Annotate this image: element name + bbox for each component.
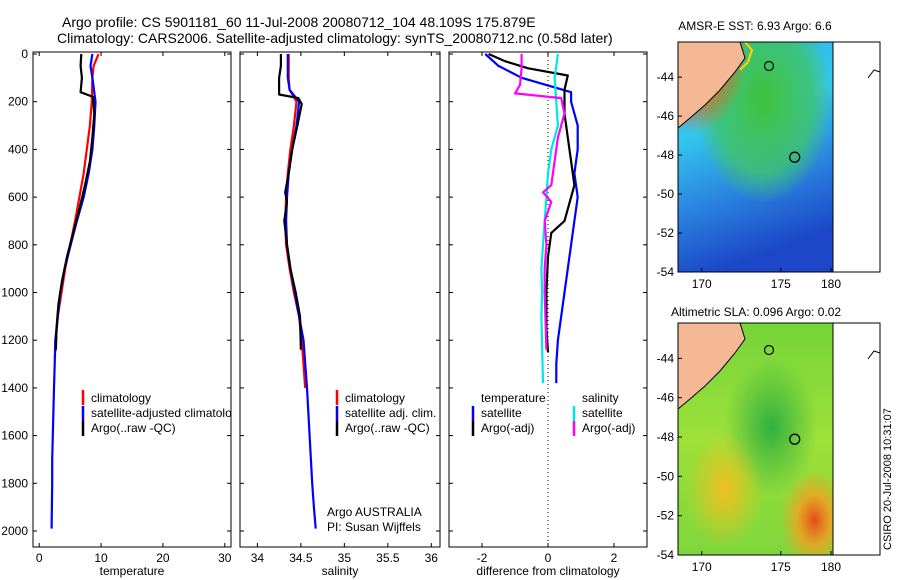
legend-satellite-label: satellite adj. clim. xyxy=(345,406,436,420)
legend-temperature-heading: temperature xyxy=(481,391,546,405)
sst-map-field xyxy=(678,42,833,272)
temperature-ticks: 0 200 400 600 800 1000 1200 1400 1600 1800 2000 0 10… xyxy=(1,47,232,565)
salinity-legend: climatology satellite adj. clim. Argo(..… xyxy=(335,390,436,436)
map-y-tick-label: -54 xyxy=(657,548,675,562)
temperature-panel: 0 200 400 600 800 1000 1200 1400 1600 1800 2000 0 10… xyxy=(1,47,244,578)
sla-argo-location-marker xyxy=(789,433,801,445)
difference-panel: -2 0 2 difference from climatology tempera… xyxy=(448,51,648,578)
map-x-tick-label: 180 xyxy=(821,560,841,574)
x-tick-label: 35 xyxy=(338,551,352,565)
y-tick-label: 600 xyxy=(8,190,28,204)
series-salinity-satellite xyxy=(540,53,560,384)
float-pi-annotation: PI: Susan Wijffels xyxy=(327,520,421,534)
legend-climatology-label: climatology xyxy=(345,391,405,405)
legend-climatology-label: climatology xyxy=(91,391,151,405)
map-y-tick-label: -50 xyxy=(657,469,675,483)
map-y-tick-label: -54 xyxy=(657,265,675,279)
map-x-tick-label: 175 xyxy=(771,560,791,574)
y-tick-label: 0 xyxy=(21,47,28,61)
y-tick-label: 1200 xyxy=(1,333,28,347)
map-y-tick-label: -44 xyxy=(657,351,675,365)
map-y-tick-label: -52 xyxy=(657,509,675,523)
temperature-legend: climatology satellite-adjusted climatolo… xyxy=(81,390,244,436)
sla-land-mass xyxy=(678,323,746,410)
sla-island-contour xyxy=(763,344,775,356)
sst-argo-location-marker xyxy=(789,151,801,163)
y-tick-label: 1800 xyxy=(1,476,28,490)
map-y-tick-label: -48 xyxy=(657,430,675,444)
difference-ticks: -2 0 2 xyxy=(449,52,647,565)
sst-island-contour xyxy=(763,60,775,72)
x-tick-label: 20 xyxy=(156,551,170,565)
salinity-xlabel: salinity xyxy=(322,564,359,578)
legend-sal-argo-label: Argo(-adj) xyxy=(582,421,635,435)
x-tick-label: 10 xyxy=(94,551,108,565)
x-tick-label: 30 xyxy=(218,551,232,565)
salinity-ticks: 34 34.5 35 35.5 36 xyxy=(240,52,440,565)
map-x-tick-label: 170 xyxy=(692,560,712,574)
y-tick-label: 400 xyxy=(8,142,28,156)
y-tick-label: 2000 xyxy=(1,524,28,538)
salinity-axes-box xyxy=(239,51,441,548)
difference-xlabel: difference from climatology xyxy=(476,564,619,578)
temperature-xlabel: temperature xyxy=(100,564,165,578)
map-x-tick-label: 170 xyxy=(692,277,712,291)
series-salinity-argo-adj xyxy=(513,54,566,350)
x-tick-label: 35.5 xyxy=(376,551,400,565)
temperature-lines xyxy=(50,53,100,529)
series-argo-raw-qc xyxy=(54,53,96,350)
y-tick-label: 1600 xyxy=(1,429,28,443)
legend-temp-argo-label: Argo(-adj) xyxy=(481,421,534,435)
salinity-panel: 34 34.5 35 35.5 36 salinity climatology sate… xyxy=(239,51,441,578)
legend-temp-satellite-label: satellite xyxy=(481,406,522,420)
y-tick-label: 200 xyxy=(8,95,28,109)
sla-map-ticks: -44 -46 -48 -50 -52 -54 170 175 180 xyxy=(657,351,842,574)
sla-map-panel: Altimetric SLA: 0.096 Argo: 0.02 -44-46-… xyxy=(657,305,881,574)
map-y-tick-label: -44 xyxy=(657,70,675,84)
csiro-timestamp: CSIRO 20-Jul-2008 10:31:07 xyxy=(882,408,894,550)
legend-sal-satellite-label: satellite xyxy=(582,406,623,420)
sla-map-field xyxy=(678,323,833,555)
legend-salinity-heading: salinity xyxy=(582,391,619,405)
legend-satellite-label: satellite-adjusted climatology xyxy=(91,406,244,420)
x-tick-label: -2 xyxy=(477,551,488,565)
figure-title-line1: Argo profile: CS 5901181_60 11-Jul-2008 … xyxy=(62,14,536,30)
map-y-tick-label: -50 xyxy=(657,187,675,201)
y-tick-label: 800 xyxy=(8,238,28,252)
y-tick-label: 1000 xyxy=(1,286,28,300)
float-program-annotation: Argo AUSTRALIA xyxy=(327,505,422,519)
x-tick-label: 36 xyxy=(425,551,439,565)
sst-land-mass xyxy=(678,42,746,129)
x-tick-label: 34.5 xyxy=(289,551,313,565)
legend-argo-label: Argo(..raw -QC) xyxy=(345,421,430,435)
sla-map-title: Altimetric SLA: 0.096 Argo: 0.02 xyxy=(671,305,841,319)
map-y-tick-label: -46 xyxy=(657,391,675,405)
sst-map-panel: AMSR-E SST: 6.93 Argo: 6.6 -44-46-48-50-… xyxy=(657,19,881,291)
map-y-tick-label: -48 xyxy=(657,148,675,162)
temperature-axes-box xyxy=(32,51,232,548)
series-temperature-argo-adj xyxy=(488,52,576,353)
difference-lines xyxy=(484,52,579,384)
x-tick-label: 2 xyxy=(611,551,618,565)
salinity-lines xyxy=(278,54,317,529)
map-y-tick-label: -52 xyxy=(657,226,675,240)
map-y-tick-label: -46 xyxy=(657,109,675,123)
sla-map-blank-strip xyxy=(832,322,881,556)
map-x-tick-label: 180 xyxy=(821,277,841,291)
sst-map-blank-strip xyxy=(832,41,881,273)
sst-map-ticks: -44 -46 -48 -50 -52 -54 170 175 180 xyxy=(657,70,842,291)
x-tick-label: 0 xyxy=(545,551,552,565)
legend-argo-label: Argo(..raw -QC) xyxy=(91,421,176,435)
x-tick-label: 0 xyxy=(36,551,43,565)
difference-legend: temperature satellite Argo(-adj) salinit… xyxy=(471,391,635,436)
panel-gap xyxy=(232,52,240,547)
sst-map-title: AMSR-E SST: 6.93 Argo: 6.6 xyxy=(678,19,832,33)
map-x-tick-label: 175 xyxy=(771,277,791,291)
y-tick-label: 1400 xyxy=(1,381,28,395)
figure-title-line2: Climatology: CARS2006. Satellite-adjuste… xyxy=(57,30,613,46)
series-argo-raw-qc xyxy=(278,54,303,350)
x-tick-label: 34 xyxy=(251,551,265,565)
